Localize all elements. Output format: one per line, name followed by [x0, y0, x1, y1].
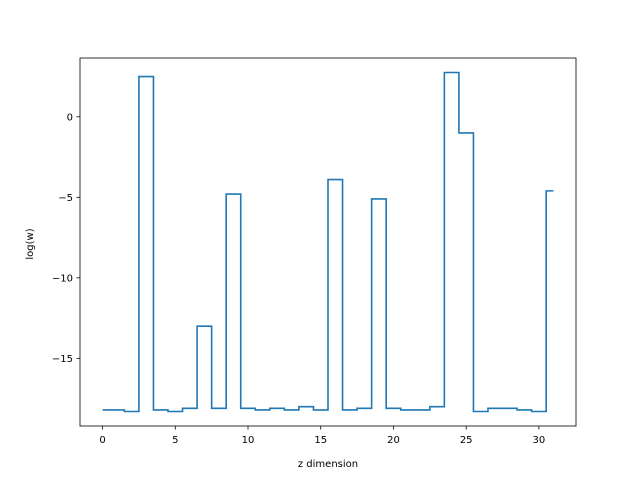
x-tick-label: 5	[172, 435, 178, 446]
y-tick-label: −15	[52, 354, 73, 365]
plot-area	[102, 71, 554, 413]
x-tick-label: 10	[242, 435, 255, 446]
x-tick-label: 25	[460, 435, 473, 446]
x-axis-ticks: 0 5 10 15 20 25 30	[99, 426, 545, 446]
series-line-0	[102, 71, 554, 413]
y-tick-label: 0	[67, 112, 73, 123]
y-axis-ticks: −15 −10 −5 0	[52, 112, 80, 365]
x-tick-label: 30	[533, 435, 546, 446]
axes-frame	[79, 57, 577, 427]
x-axis-label: z dimension	[298, 459, 358, 470]
x-tick-label: 15	[314, 435, 327, 446]
x-tick-label: 0	[99, 435, 105, 446]
y-tick-label: −10	[52, 273, 73, 284]
y-tick-label: −5	[58, 193, 73, 204]
y-axis-label: log(w)	[25, 228, 36, 259]
x-tick-label: 20	[387, 435, 400, 446]
